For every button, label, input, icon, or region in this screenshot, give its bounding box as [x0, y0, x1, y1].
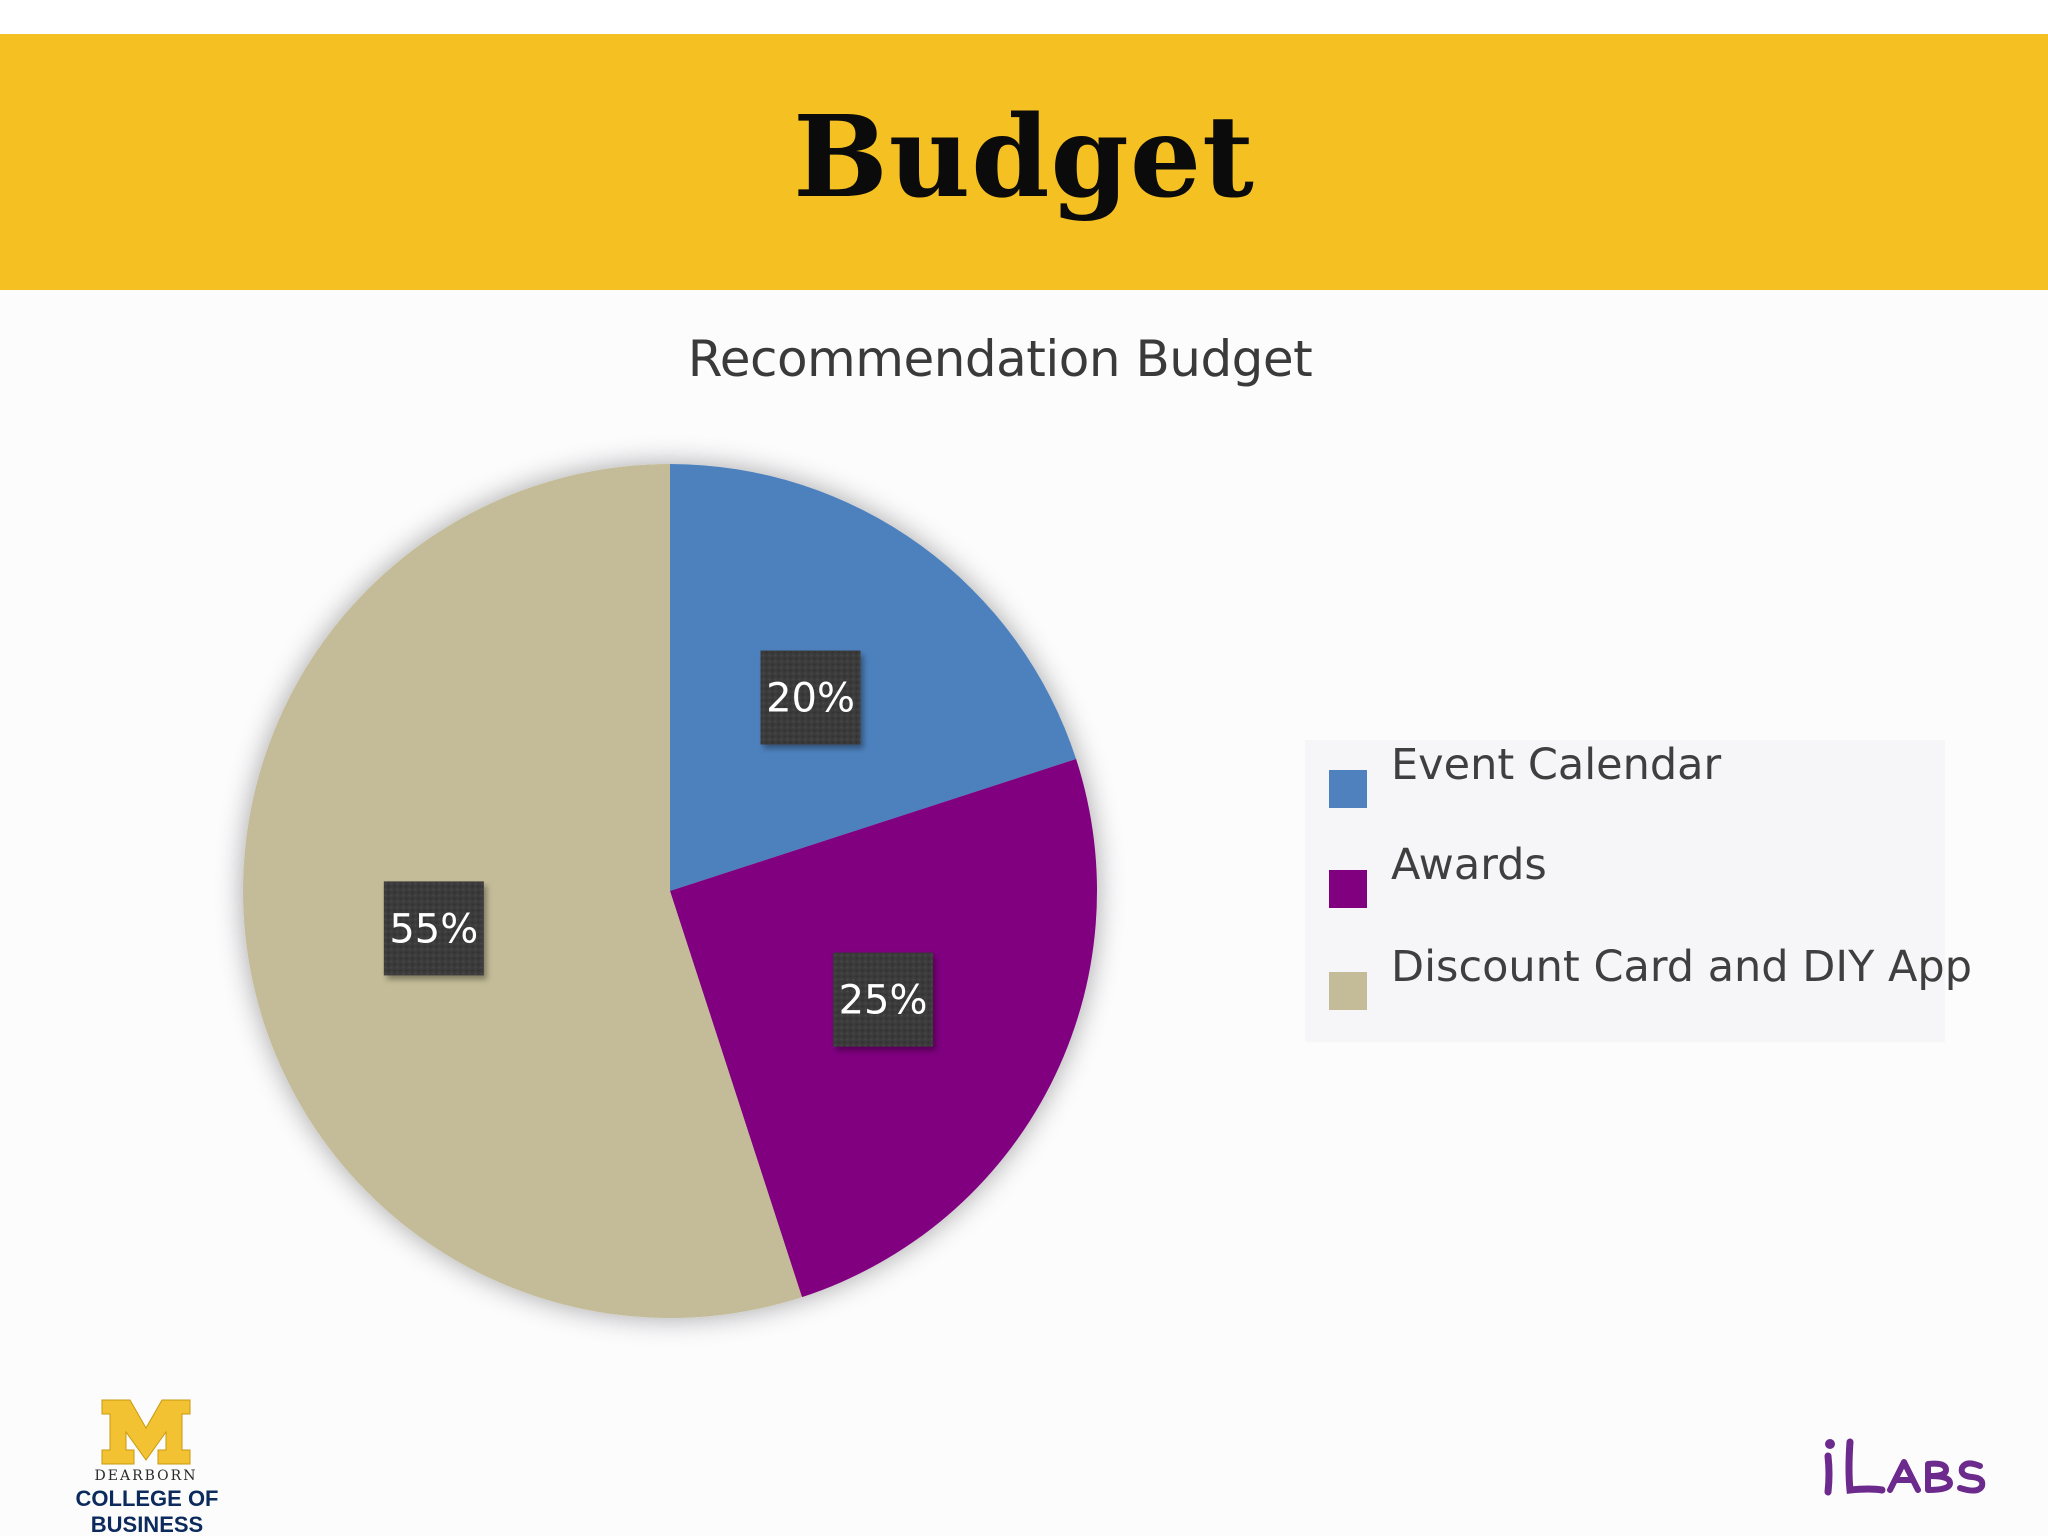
- chart-legend: Event Calendar Awards Discount Card and …: [1305, 740, 1972, 1042]
- data-label-box: [383, 881, 484, 976]
- data-label-box: [760, 650, 861, 745]
- data-label-text: 25%: [839, 978, 928, 1024]
- legend-label-discount-card: Discount Card and DIY App: [1391, 942, 1973, 992]
- chart-title: Recommendation Budget: [687, 330, 1313, 388]
- logo-dearborn-text: DEARBORN: [94, 1468, 198, 1484]
- data-label-awards: 25%: [833, 952, 934, 1047]
- ilabs-logo: [1824, 1438, 1986, 1496]
- title-banner: Budget: [0, 34, 2048, 290]
- legend-label-awards: Awards: [1391, 840, 1547, 890]
- data-label-discount-card: 55%: [383, 881, 484, 976]
- legend-swatch-event-calendar: [1329, 770, 1367, 808]
- data-label-text: 55%: [389, 906, 478, 952]
- legend-swatch-awards: [1329, 870, 1367, 908]
- logo-college-text: COLLEGE OF BUSINESS: [75, 1486, 219, 1537]
- data-label-box: [833, 952, 934, 1047]
- slide-title: Budget: [793, 91, 1255, 223]
- pie-slice-discount-card: [242, 463, 802, 1319]
- legend-swatch-discount-card: [1329, 972, 1367, 1010]
- legend-label-event-calendar: Event Calendar: [1391, 740, 1722, 790]
- data-label-event-calendar: 20%: [760, 650, 861, 745]
- pie-slice-event-calendar: [670, 464, 1077, 891]
- data-label-text: 20%: [766, 676, 855, 722]
- university-m-logo: [101, 1399, 191, 1465]
